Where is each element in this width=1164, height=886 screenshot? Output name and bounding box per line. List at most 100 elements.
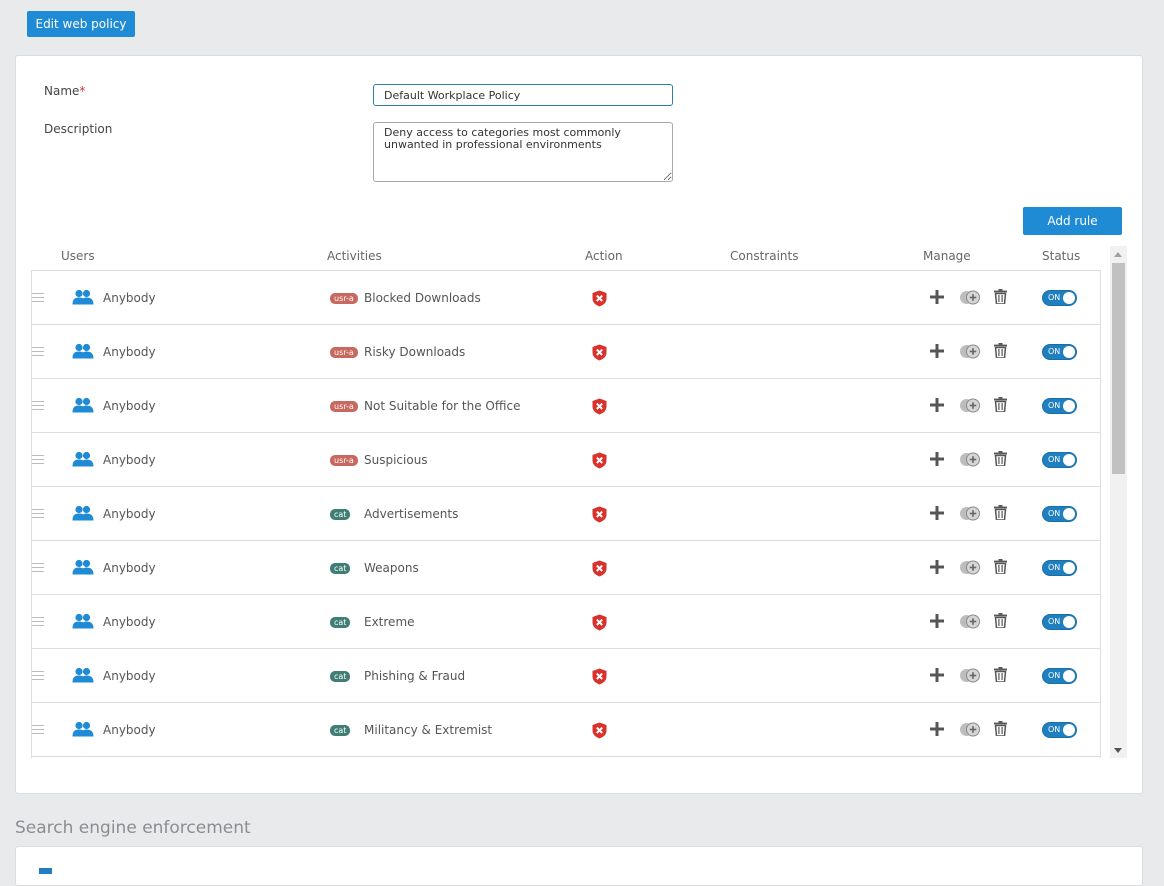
trash-icon[interactable]: [994, 505, 1007, 520]
rule-user-text[interactable]: Anybody: [103, 507, 156, 521]
column-header-manage: Manage: [923, 249, 971, 263]
users-group-icon: [72, 289, 94, 305]
clone-add-icon[interactable]: [959, 290, 981, 305]
plus-icon[interactable]: [930, 398, 944, 412]
plus-icon[interactable]: [930, 560, 944, 574]
status-toggle-label: ON: [1048, 671, 1061, 680]
trash-icon[interactable]: [994, 667, 1007, 682]
drag-handle-icon[interactable]: [32, 563, 44, 572]
rule-user-text[interactable]: Anybody: [103, 723, 156, 737]
clone-add-icon[interactable]: [959, 560, 981, 575]
status-toggle[interactable]: ON: [1042, 614, 1077, 630]
description-textarea[interactable]: Deny access to categories most commonly …: [373, 122, 673, 182]
clone-add-icon[interactable]: [959, 344, 981, 359]
edit-web-policy-button[interactable]: Edit web policy: [27, 11, 135, 37]
status-toggle[interactable]: ON: [1042, 668, 1077, 684]
status-toggle[interactable]: ON: [1042, 290, 1077, 306]
plus-icon[interactable]: [930, 344, 944, 358]
trash-icon[interactable]: [994, 343, 1007, 358]
status-toggle-label: ON: [1048, 725, 1061, 734]
table-row: Anybody usr-a Suspicious ON: [32, 433, 1100, 487]
status-toggle[interactable]: ON: [1042, 344, 1077, 360]
scroll-thumb[interactable]: [1112, 263, 1125, 474]
name-label-text: Name: [44, 84, 80, 98]
drag-handle-icon[interactable]: [32, 617, 44, 626]
rules-table: Anybody usr-a Blocked Downloads ON: [31, 270, 1101, 758]
status-toggle-label: ON: [1048, 293, 1061, 302]
clone-add-icon[interactable]: [959, 668, 981, 683]
block-shield-icon: [592, 344, 607, 361]
activity-type-badge: cat: [330, 509, 351, 520]
add-rule-button[interactable]: Add rule: [1023, 207, 1122, 235]
search-engine-checkbox[interactable]: [39, 868, 52, 874]
rule-user-text[interactable]: Anybody: [103, 669, 156, 683]
rule-user-text[interactable]: Anybody: [103, 345, 156, 359]
trash-icon[interactable]: [994, 613, 1007, 628]
clone-add-icon[interactable]: [959, 452, 981, 467]
trash-icon[interactable]: [994, 451, 1007, 466]
users-group-icon: [72, 505, 94, 521]
rule-user-text[interactable]: Anybody: [103, 399, 156, 413]
rule-activity-text[interactable]: Advertisements: [364, 507, 459, 521]
toggle-knob: [1063, 292, 1075, 304]
table-row: Anybody usr-a Not Suitable for the Offic…: [32, 379, 1100, 433]
status-toggle-label: ON: [1048, 455, 1061, 464]
status-toggle[interactable]: ON: [1042, 452, 1077, 468]
toggle-knob: [1063, 670, 1075, 682]
plus-icon[interactable]: [930, 614, 944, 628]
column-header-constraints[interactable]: Constraints: [730, 249, 799, 263]
clone-add-icon[interactable]: [959, 506, 981, 521]
rule-activity-text[interactable]: Weapons: [364, 561, 419, 575]
rule-activity-text[interactable]: Phishing & Fraud: [364, 669, 466, 683]
scroll-up-arrow-icon[interactable]: [1114, 252, 1122, 257]
drag-handle-icon[interactable]: [32, 725, 44, 734]
clone-add-icon[interactable]: [959, 722, 981, 737]
toggle-knob: [1063, 724, 1075, 736]
rule-user-text[interactable]: Anybody: [103, 453, 156, 467]
drag-handle-icon[interactable]: [32, 509, 44, 518]
rule-activity-text[interactable]: Extreme: [364, 615, 415, 629]
column-header-action[interactable]: Action: [585, 249, 623, 263]
trash-icon[interactable]: [994, 289, 1007, 304]
users-group-icon: [72, 721, 94, 737]
drag-handle-icon[interactable]: [32, 401, 44, 410]
plus-icon[interactable]: [930, 452, 944, 466]
trash-icon[interactable]: [994, 559, 1007, 574]
drag-handle-icon[interactable]: [32, 347, 44, 356]
name-input[interactable]: [373, 84, 673, 106]
rule-activity-text[interactable]: Risky Downloads: [364, 345, 466, 359]
drag-handle-icon[interactable]: [32, 671, 44, 680]
column-header-users[interactable]: Users: [61, 249, 95, 263]
status-toggle[interactable]: ON: [1042, 398, 1077, 414]
drag-handle-icon[interactable]: [32, 293, 44, 302]
rule-user-text[interactable]: Anybody: [103, 561, 156, 575]
name-label: Name*: [44, 84, 85, 98]
status-toggle[interactable]: ON: [1042, 722, 1077, 738]
toggle-knob: [1063, 346, 1075, 358]
rule-activity-text[interactable]: Suspicious: [364, 453, 428, 467]
status-toggle[interactable]: ON: [1042, 560, 1077, 576]
activity-type-badge: cat: [330, 563, 351, 574]
rule-user-text[interactable]: Anybody: [103, 291, 156, 305]
rule-user-text[interactable]: Anybody: [103, 615, 156, 629]
required-mark: *: [79, 84, 86, 98]
trash-icon[interactable]: [994, 721, 1007, 736]
rule-activity-text[interactable]: Not Suitable for the Office: [364, 399, 521, 413]
plus-icon[interactable]: [930, 290, 944, 304]
rule-activity-text[interactable]: Militancy & Extremist: [364, 723, 493, 737]
users-group-icon: [72, 451, 94, 467]
plus-icon[interactable]: [930, 668, 944, 682]
block-shield-icon: [592, 452, 607, 469]
status-toggle[interactable]: ON: [1042, 506, 1077, 522]
drag-handle-icon[interactable]: [32, 455, 44, 464]
clone-add-icon[interactable]: [959, 398, 981, 413]
scroll-down-arrow-icon[interactable]: [1114, 748, 1122, 753]
trash-icon[interactable]: [994, 397, 1007, 412]
rules-scrollbar[interactable]: [1110, 246, 1127, 758]
rule-activity-text[interactable]: Blocked Downloads: [364, 291, 481, 305]
plus-icon[interactable]: [930, 722, 944, 736]
table-row: Anybody usr-a Blocked Downloads ON: [32, 271, 1100, 325]
plus-icon[interactable]: [930, 506, 944, 520]
column-header-activities[interactable]: Activities: [327, 249, 382, 263]
clone-add-icon[interactable]: [959, 614, 981, 629]
